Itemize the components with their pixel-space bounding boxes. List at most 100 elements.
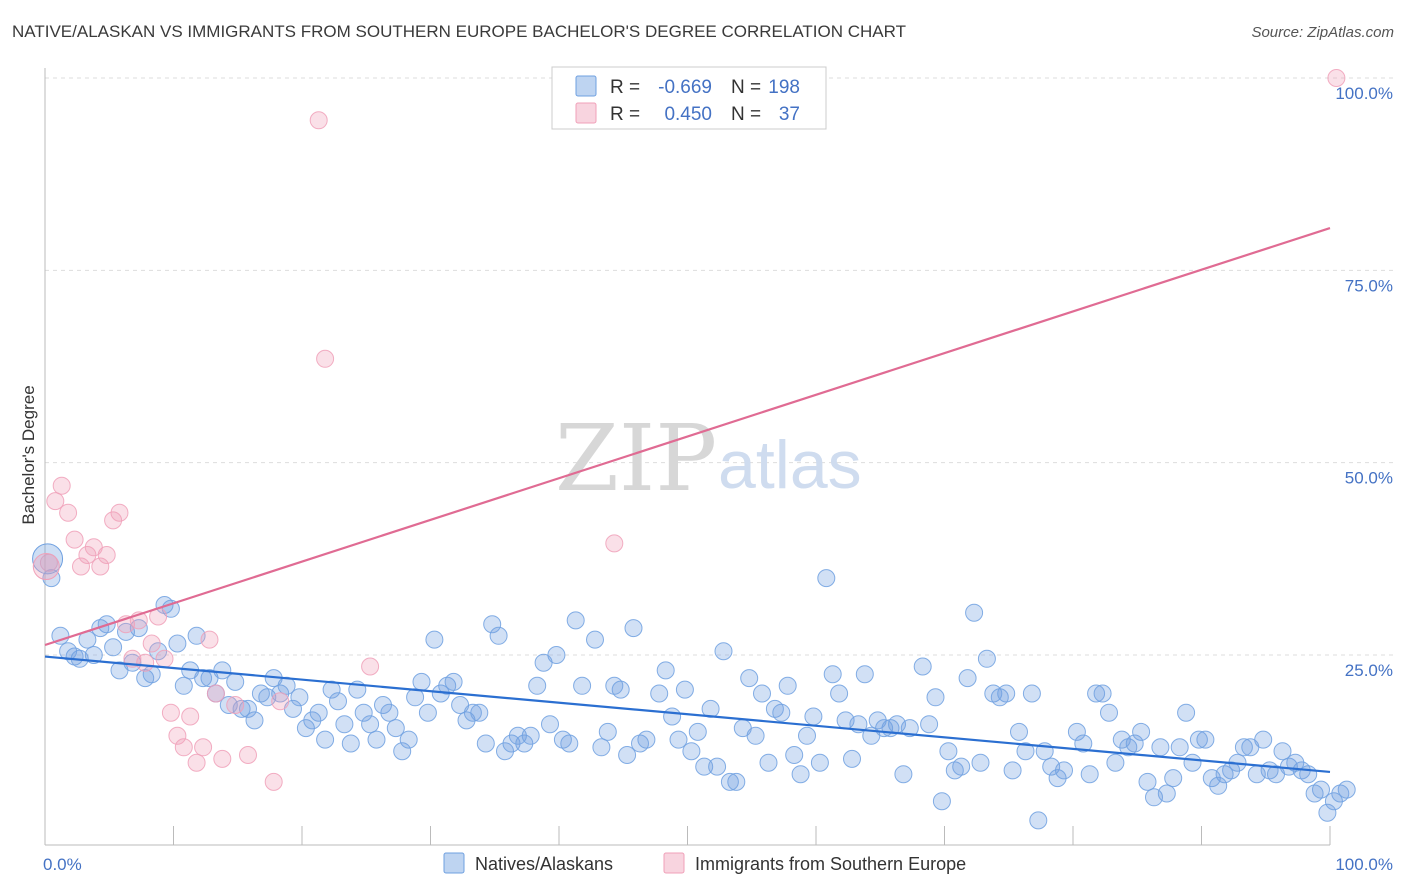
bottom-legend-label-immigrants: Immigrants from Southern Europe: [695, 854, 966, 874]
natives-point: [1093, 684, 1112, 703]
natives-point: [618, 746, 637, 764]
natives-point: [650, 684, 669, 703]
immigrants-point: [187, 753, 206, 772]
natives-point: [900, 719, 919, 738]
natives-point: [496, 742, 514, 761]
natives-point: [149, 642, 168, 661]
y-tick-label: 25.0%: [1345, 661, 1393, 680]
natives-point: [354, 703, 373, 722]
immigrants-point: [52, 476, 71, 495]
natives-point: [303, 711, 322, 730]
chart-source: Source: ZipAtlas.com: [1251, 24, 1394, 41]
immigrants-point: [155, 649, 174, 668]
natives-point: [412, 672, 431, 691]
natives-point: [804, 707, 823, 726]
natives-point: [772, 703, 791, 722]
natives-point: [335, 715, 354, 734]
natives-point: [894, 765, 913, 784]
natives-point: [997, 684, 1016, 703]
natives-point: [1273, 742, 1292, 761]
natives-point: [778, 676, 797, 695]
natives-point: [194, 669, 213, 688]
x-tick-label-max: 100.0%: [1335, 855, 1393, 874]
immigrants-point: [271, 692, 290, 711]
immigrants-point: [309, 111, 328, 130]
natives-point: [785, 746, 804, 764]
natives-point: [1125, 734, 1144, 753]
natives-point: [913, 657, 932, 676]
natives-point: [329, 692, 347, 711]
natives-point: [560, 734, 579, 753]
natives-point: [528, 676, 547, 695]
natives-point: [226, 672, 245, 691]
natives-point: [727, 772, 746, 791]
natives-point: [958, 669, 977, 688]
natives-point: [425, 630, 444, 649]
natives-point: [1100, 703, 1118, 722]
natives-point: [573, 676, 592, 695]
natives-point: [502, 734, 521, 753]
natives-point: [341, 734, 360, 753]
natives-point: [586, 630, 604, 649]
natives-point: [1318, 803, 1337, 822]
natives-point: [245, 711, 264, 730]
natives-point: [1234, 738, 1253, 757]
natives-point: [714, 642, 733, 661]
bottom-legend-label-natives: Natives/Alaskans: [475, 854, 613, 874]
natives-point: [367, 730, 386, 749]
y-tick-label: 100.0%: [1335, 84, 1393, 103]
natives-point: [1080, 765, 1099, 784]
natives-point: [309, 703, 328, 722]
immigrants-point: [46, 492, 65, 511]
natives-point: [611, 680, 630, 699]
natives-point: [740, 669, 759, 688]
immigrants-cluster-point: [32, 553, 60, 581]
natives-point: [1209, 776, 1228, 795]
natives-point: [1189, 730, 1208, 749]
natives-point: [168, 634, 187, 653]
immigrants-point: [78, 546, 97, 564]
natives-point: [823, 665, 842, 684]
natives-point: [399, 730, 418, 749]
natives-point: [1048, 769, 1067, 788]
natives-point: [1067, 722, 1086, 741]
immigrants-point: [65, 530, 84, 549]
natives-point: [1055, 761, 1073, 780]
immigrants-point: [605, 534, 624, 553]
natives-point: [463, 703, 482, 722]
legend-n-value-natives: 198: [768, 77, 800, 98]
natives-point: [1222, 761, 1241, 780]
correlation-legend: R = -0.669 N = 198 R = 0.450 N = 37: [551, 66, 827, 130]
natives-point: [926, 688, 945, 707]
natives-point: [1177, 703, 1196, 722]
immigrants-point: [200, 630, 219, 649]
natives-point: [920, 715, 939, 734]
natives-point: [1183, 753, 1202, 772]
natives-point: [1170, 738, 1189, 757]
natives-point: [1164, 769, 1183, 788]
natives-point: [515, 734, 534, 753]
legend-n-value-immigrants: 37: [779, 104, 800, 125]
natives-point: [791, 765, 810, 784]
natives-point: [476, 734, 495, 753]
natives-point: [361, 715, 380, 734]
axis-layer: 25.0% 50.0% 75.0% 100.0% 0.0% 100.0%: [43, 68, 1393, 874]
natives-point: [51, 626, 70, 645]
natives-point: [290, 688, 309, 707]
immigrants-point: [174, 738, 193, 757]
y-tick-label: 50.0%: [1345, 469, 1393, 488]
natives-point: [296, 719, 315, 738]
series-legend: Natives/Alaskans Immigrants from Souther…: [443, 852, 966, 874]
natives-point: [470, 703, 489, 722]
natives-point: [977, 649, 996, 668]
natives-point: [541, 715, 559, 734]
legend-swatch-immigrants: [575, 102, 597, 124]
legend-r-value-natives: -0.669: [658, 77, 712, 98]
natives-point: [444, 672, 463, 691]
immigrants-point: [206, 684, 225, 703]
immigrants-point: [72, 557, 90, 576]
natives-point: [669, 730, 688, 749]
watermark-zip: ZIP: [555, 405, 717, 512]
natives-point: [720, 772, 739, 791]
